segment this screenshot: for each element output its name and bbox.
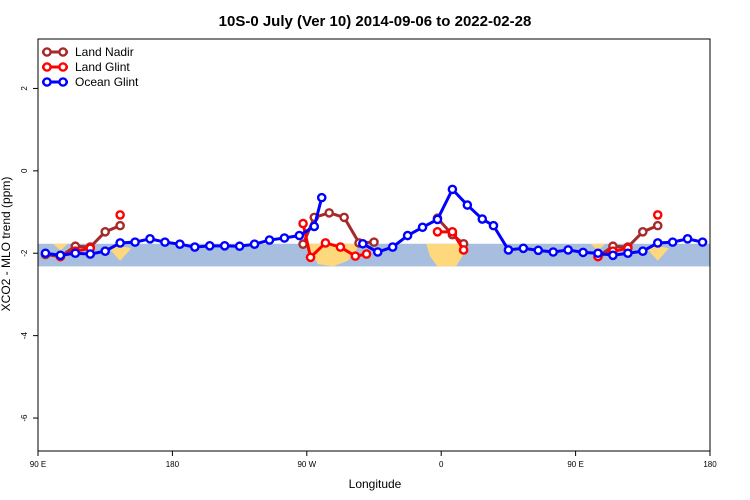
data-point-land-nadir bbox=[100, 227, 110, 237]
legend-label-ocean-glint: Ocean Glint bbox=[75, 75, 139, 89]
data-point-land-glint bbox=[335, 242, 346, 252]
data-point-ocean-glint bbox=[432, 214, 443, 225]
data-point-ocean-glint bbox=[533, 245, 544, 256]
data-point-ocean-glint bbox=[593, 248, 603, 259]
legend-marker-land-glint bbox=[58, 62, 68, 72]
land-shape bbox=[52, 243, 68, 251]
x-tick-label: 180 bbox=[703, 460, 717, 469]
land-shape bbox=[426, 243, 468, 267]
data-point-ocean-glint bbox=[503, 245, 514, 255]
data-point-ocean-glint bbox=[70, 248, 81, 259]
data-point-ocean-glint bbox=[115, 238, 125, 248]
data-point-ocean-glint bbox=[417, 222, 428, 233]
data-point-ocean-glint bbox=[518, 243, 529, 254]
data-point-ocean-glint bbox=[204, 241, 215, 251]
data-point-ocean-glint bbox=[264, 235, 275, 245]
data-point-land-glint bbox=[447, 227, 458, 237]
data-point-ocean-glint bbox=[85, 249, 96, 259]
legend-marker-ocean-glint bbox=[58, 77, 68, 87]
legend-label-land-nadir: Land Nadir bbox=[75, 45, 134, 59]
legend-label-land-glint: Land Glint bbox=[75, 60, 130, 74]
data-point-ocean-glint bbox=[623, 248, 633, 259]
data-point-ocean-glint bbox=[160, 237, 170, 247]
data-point-ocean-glint bbox=[100, 246, 110, 256]
data-point-land-glint bbox=[350, 251, 361, 261]
data-point-ocean-glint bbox=[55, 250, 66, 261]
legend-marker-land-nadir bbox=[58, 47, 68, 57]
data-point-ocean-glint bbox=[488, 220, 499, 231]
data-point-ocean-glint bbox=[477, 214, 488, 224]
data-point-ocean-glint bbox=[447, 184, 458, 195]
y-tick-label: -2 bbox=[20, 249, 29, 257]
data-point-land-glint bbox=[432, 227, 443, 237]
data-point-land-glint bbox=[115, 210, 125, 220]
x-axis: 90 E 180 90 W 0 90 E 180 bbox=[30, 451, 717, 469]
data-point-ocean-glint bbox=[357, 238, 368, 249]
series-layer bbox=[40, 184, 708, 263]
data-point-ocean-glint bbox=[402, 230, 413, 241]
data-point-ocean-glint bbox=[548, 247, 559, 257]
data-point-ocean-glint bbox=[372, 247, 383, 257]
land-shape bbox=[590, 243, 606, 251]
land-shape bbox=[646, 246, 669, 261]
data-point-land-nadir bbox=[324, 208, 335, 218]
data-point-ocean-glint bbox=[189, 242, 200, 252]
y-axis: 2 0 -2 -4 -6 bbox=[20, 86, 38, 422]
x-tick-label: 180 bbox=[166, 460, 180, 469]
data-point-land-glint bbox=[298, 218, 308, 229]
data-point-land-nadir bbox=[369, 237, 379, 247]
data-point-ocean-glint bbox=[638, 246, 648, 256]
data-point-land-glint bbox=[320, 238, 331, 248]
data-point-land-glint bbox=[458, 245, 469, 255]
data-point-ocean-glint bbox=[234, 241, 245, 252]
data-point-ocean-glint bbox=[462, 200, 473, 210]
data-point-ocean-glint bbox=[652, 238, 663, 248]
y-axis-label: XCO2 - MLO trend (ppm) bbox=[0, 177, 13, 312]
legend-marker-land-glint bbox=[42, 62, 52, 72]
data-point-ocean-glint bbox=[309, 221, 320, 232]
data-point-ocean-glint bbox=[219, 241, 230, 251]
data-point-ocean-glint bbox=[40, 248, 51, 259]
data-point-ocean-glint bbox=[387, 242, 398, 252]
data-point-ocean-glint bbox=[608, 250, 618, 261]
data-point-ocean-glint bbox=[279, 233, 290, 243]
legend-marker-land-nadir bbox=[42, 47, 52, 57]
y-tick-label: 2 bbox=[20, 86, 29, 91]
x-tick-label: 0 bbox=[439, 460, 444, 469]
data-point-land-nadir bbox=[638, 227, 648, 237]
y-tick-label: -4 bbox=[20, 332, 29, 340]
y-tick-label: -6 bbox=[20, 414, 29, 422]
data-point-land-glint bbox=[652, 210, 663, 220]
data-point-ocean-glint bbox=[563, 245, 573, 255]
data-point-land-glint bbox=[361, 249, 372, 259]
data-point-ocean-glint bbox=[294, 230, 305, 241]
legend-marker-ocean-glint bbox=[42, 77, 52, 87]
data-point-ocean-glint bbox=[682, 234, 693, 244]
data-point-ocean-glint bbox=[130, 237, 140, 247]
y-tick-label: 0 bbox=[20, 168, 29, 173]
x-tick-label: 90 E bbox=[30, 460, 46, 469]
data-point-ocean-glint bbox=[578, 247, 588, 258]
x-tick-label: 90 E bbox=[567, 460, 583, 469]
data-point-land-glint bbox=[305, 252, 316, 263]
data-point-ocean-glint bbox=[667, 237, 678, 247]
data-point-ocean-glint bbox=[145, 234, 155, 244]
data-point-land-nadir bbox=[339, 212, 349, 223]
data-point-land-nadir bbox=[115, 220, 125, 231]
land-shape bbox=[108, 246, 132, 261]
x-tick-label: 90 W bbox=[297, 460, 316, 469]
data-point-ocean-glint bbox=[249, 239, 260, 249]
data-point-ocean-glint bbox=[697, 237, 708, 247]
plot-frame bbox=[37, 38, 711, 452]
data-point-land-nadir bbox=[652, 220, 663, 231]
series-ocean-glint bbox=[40, 184, 708, 261]
data-point-ocean-glint bbox=[316, 192, 327, 203]
chart-title: 10S-0 July (Ver 10) 2014-09-06 to 2022-0… bbox=[219, 13, 532, 30]
data-point-ocean-glint bbox=[175, 239, 185, 249]
x-axis-label: Longitude bbox=[349, 477, 402, 491]
